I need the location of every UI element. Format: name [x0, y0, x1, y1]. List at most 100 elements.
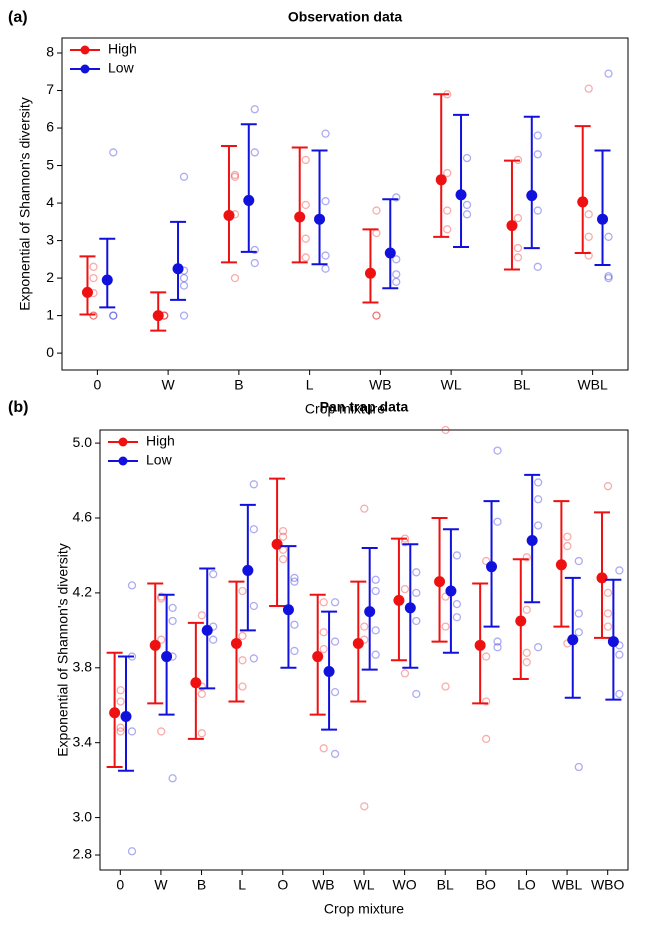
- mean-point: [515, 615, 527, 627]
- y-tick-label: 3.0: [73, 808, 93, 824]
- mean-point: [445, 585, 457, 597]
- raw-point: [197, 729, 207, 738]
- mean-point: [314, 213, 326, 225]
- raw-point: [157, 727, 166, 736]
- mean-point: [271, 538, 283, 550]
- raw-point: [116, 686, 125, 695]
- y-tick-label: 0: [46, 344, 54, 360]
- raw-point: [533, 521, 543, 530]
- raw-point: [168, 603, 177, 613]
- mean-point: [152, 310, 164, 322]
- y-tick-label: 5: [46, 156, 54, 172]
- raw-point: [371, 626, 380, 635]
- raw-point: [371, 586, 380, 596]
- raw-point: [330, 598, 340, 607]
- raw-point: [319, 598, 328, 607]
- raw-point: [604, 272, 613, 281]
- mean-point: [109, 707, 121, 719]
- raw-point: [168, 774, 177, 783]
- raw-point: [482, 734, 491, 744]
- mean-point: [101, 274, 113, 286]
- raw-point: [372, 311, 381, 320]
- raw-point: [493, 446, 502, 455]
- mean-point: [577, 196, 589, 208]
- x-tick-label: WL: [354, 877, 375, 893]
- raw-point: [290, 620, 299, 629]
- raw-point: [441, 425, 450, 435]
- raw-point: [452, 613, 462, 622]
- mean-point: [243, 194, 255, 206]
- raw-point: [522, 553, 531, 562]
- y-tick-label: 4.6: [73, 509, 93, 525]
- raw-point: [493, 637, 502, 646]
- raw-point: [603, 609, 613, 618]
- y-tick-label: 8: [46, 44, 54, 60]
- raw-point: [412, 689, 421, 699]
- raw-point: [574, 556, 583, 566]
- y-tick-label: 1: [46, 306, 54, 322]
- x-tick-label: B: [197, 877, 206, 893]
- x-tick-label: WBO: [591, 877, 625, 893]
- raw-point: [615, 689, 624, 699]
- mean-point: [364, 606, 376, 618]
- raw-point: [157, 592, 166, 601]
- mean-point: [506, 220, 518, 232]
- mean-point: [312, 651, 324, 663]
- raw-point: [321, 129, 330, 138]
- raw-point: [89, 262, 98, 271]
- x-tick-label: WBL: [577, 377, 608, 393]
- raw-point: [249, 654, 258, 663]
- raw-point: [513, 253, 523, 262]
- raw-point: [482, 556, 491, 566]
- mean-point: [607, 636, 619, 648]
- mean-point: [404, 602, 416, 614]
- raw-point: [584, 232, 593, 241]
- x-tick-label: 0: [93, 377, 101, 393]
- legend-label: High: [108, 41, 137, 57]
- legend-label: Low: [146, 452, 173, 468]
- x-tick-label: O: [277, 877, 288, 893]
- raw-point: [482, 697, 491, 706]
- y-tick-label: 4: [46, 194, 54, 210]
- raw-point: [392, 193, 401, 202]
- raw-point: [372, 228, 381, 238]
- raw-point: [330, 749, 340, 759]
- chart-title: Observation data: [288, 9, 403, 25]
- raw-point: [513, 213, 523, 223]
- mean-point: [567, 634, 579, 646]
- raw-point: [197, 611, 207, 620]
- raw-point: [319, 628, 328, 637]
- mean-point: [161, 651, 173, 663]
- raw-point: [604, 232, 613, 241]
- y-tick-label: 3.8: [73, 658, 93, 674]
- raw-point: [116, 723, 125, 732]
- panel-label: (a): [8, 9, 28, 26]
- y-tick-label: 7: [46, 81, 54, 97]
- raw-point: [584, 210, 593, 219]
- raw-point: [179, 311, 189, 320]
- mean-point: [230, 637, 242, 649]
- raw-point: [249, 525, 258, 534]
- mean-point: [149, 639, 161, 651]
- raw-point: [522, 658, 531, 667]
- raw-point: [615, 650, 624, 659]
- raw-point: [452, 599, 462, 609]
- raw-point: [371, 650, 380, 659]
- raw-point: [452, 551, 462, 560]
- raw-point: [603, 482, 613, 491]
- raw-point: [250, 258, 259, 268]
- raw-point: [563, 532, 572, 541]
- mean-point: [81, 286, 93, 298]
- x-tick-label: WBL: [552, 877, 583, 893]
- raw-point: [278, 526, 288, 536]
- raw-point: [301, 155, 310, 165]
- raw-point: [574, 762, 583, 772]
- raw-point: [493, 643, 502, 652]
- raw-point: [197, 689, 207, 699]
- raw-point: [441, 592, 450, 601]
- raw-point: [321, 197, 330, 206]
- raw-point: [533, 262, 542, 271]
- mean-point: [474, 639, 486, 651]
- raw-point: [249, 601, 258, 611]
- y-tick-label: 6: [46, 119, 54, 135]
